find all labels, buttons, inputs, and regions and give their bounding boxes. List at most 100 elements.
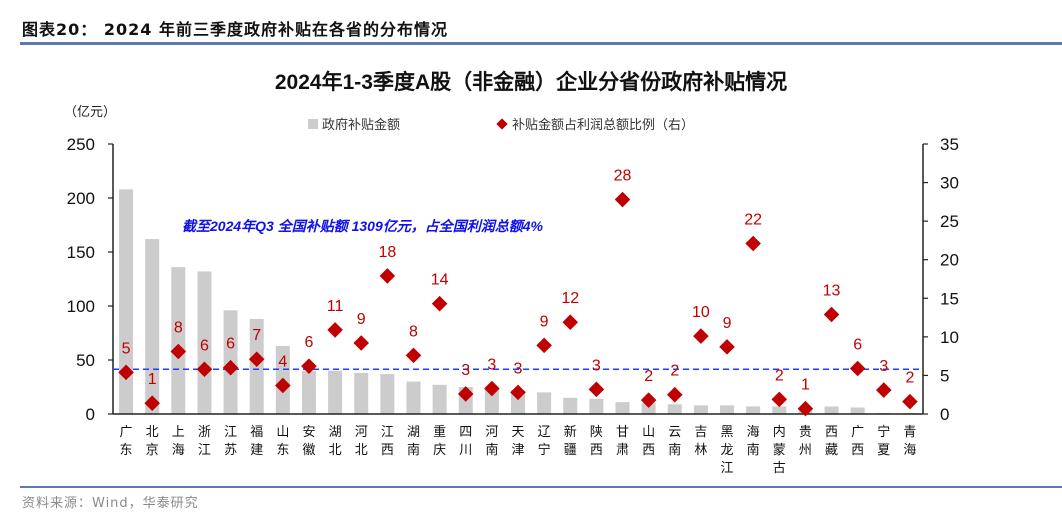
bar: [406, 381, 421, 414]
x-axis-category-label: 云南: [668, 425, 682, 458]
ratio-marker-icon: [248, 351, 265, 368]
x-axis-category-label: 海南: [746, 425, 760, 458]
right-axis-tick-label: 15: [940, 289, 959, 308]
x-axis-category-label: 上海: [171, 425, 185, 458]
bar: [772, 406, 787, 414]
x-axis-category-label: 宁夏: [877, 425, 891, 458]
x-axis-category-label: 福建: [250, 425, 264, 458]
legend-item-diamond: 补贴金额占利润总额比例（右）: [496, 114, 694, 133]
x-axis-category-label: 陕西: [589, 425, 603, 458]
ratio-marker-icon: [405, 347, 422, 364]
x-axis-category-label: 河北: [354, 425, 368, 458]
ratio-marker-icon: [614, 191, 631, 208]
chart-title: 2024年1-3季度A股（非金融）企业分省份政府补贴情况: [274, 71, 788, 94]
ratio-data-label: 7: [252, 327, 261, 344]
bar: [171, 267, 186, 414]
left-axis-tick-label: 150: [67, 243, 95, 262]
bar: [537, 392, 552, 414]
bar: [197, 271, 212, 414]
left-axis-tick-label: 200: [67, 189, 95, 208]
ratio-data-label: 2: [644, 368, 653, 385]
ratio-data-label: 11: [327, 298, 344, 315]
left-axis-tick-label: 250: [67, 135, 95, 154]
ratio-data-label: 12: [561, 290, 579, 307]
bar: [301, 370, 316, 414]
x-axis-category-label: 山东: [276, 425, 290, 458]
right-axis-tick-label: 30: [940, 174, 959, 193]
ratio-data-label: 9: [723, 315, 732, 332]
bar: [563, 397, 578, 414]
ratio-data-label: 3: [514, 360, 523, 377]
ratio-marker-icon: [144, 395, 160, 411]
bar: [720, 405, 735, 414]
left-axis-tick-label: 0: [86, 405, 95, 424]
legend-diamond-label: 补贴金额占利润总额比例（右）: [512, 118, 695, 133]
bar: [641, 403, 656, 414]
ratio-marker-icon: [823, 306, 840, 323]
right-axis-tick-label: 0: [940, 405, 949, 424]
ratio-marker-icon: [719, 339, 735, 355]
ratio-data-label: 9: [540, 313, 549, 330]
ratio-marker-icon: [745, 235, 761, 252]
ratio-data-label: 6: [226, 336, 235, 353]
bar: [328, 370, 343, 414]
ratio-data-label: 13: [823, 282, 841, 299]
x-axis-category-label: 贵州: [798, 425, 812, 458]
x-axis-category-label: 新疆: [563, 425, 577, 458]
ratio-data-label: 2: [905, 370, 914, 387]
ratio-data-label: 6: [305, 334, 314, 351]
x-axis-labels: 广东北京上海浙江江苏福建山东安徽湖北河北江西湖南重庆四川河南天津辽宁新疆陕西甘肃…: [0, 424, 1062, 484]
ratio-data-label: 3: [592, 357, 601, 374]
ratio-marker-icon: [431, 295, 448, 312]
ratio-marker-icon: [353, 335, 370, 351]
ratio-marker-icon: [876, 382, 892, 398]
x-axis-category-label: 天津: [511, 425, 525, 458]
ratio-data-label: 10: [692, 304, 710, 321]
ratio-data-label: 8: [409, 323, 418, 340]
x-axis-category-label: 四川: [459, 425, 473, 458]
legend-bar-swatch-icon: [308, 118, 318, 129]
bar: [667, 404, 682, 414]
bar: [354, 372, 369, 414]
left-axis-tick-label: 100: [67, 297, 95, 316]
y-axis-unit: （亿元）: [64, 105, 117, 120]
ratio-data-label: 6: [200, 337, 209, 354]
bar: [145, 239, 160, 414]
ratio-data-label: 14: [431, 272, 449, 289]
ratio-data-label: 22: [744, 212, 762, 229]
ratio-marker-icon: [222, 359, 239, 376]
bar: [589, 398, 604, 414]
legend-item-bar: 政府补贴金额: [308, 114, 400, 133]
ratio-marker-icon: [196, 361, 213, 378]
ratio-marker-icon: [771, 391, 788, 408]
ratio-marker-icon: [170, 343, 187, 360]
ratio-data-label: 3: [487, 357, 496, 374]
ratio-data-label: 2: [670, 363, 679, 380]
right-axis-tick-label: 25: [940, 212, 959, 231]
ratio-marker-icon: [849, 360, 866, 377]
ratio-marker-icon: [562, 314, 579, 330]
bar: [746, 406, 761, 414]
bar: [824, 406, 839, 414]
bar: [484, 389, 499, 414]
x-axis-category-label: 内蒙古: [772, 425, 786, 476]
x-axis-category-label: 重庆: [433, 425, 447, 458]
x-axis-category-label: 江西: [380, 425, 394, 458]
bar: [119, 189, 134, 414]
ratio-data-label: 2: [775, 367, 784, 384]
right-axis-tick-label: 5: [940, 366, 949, 385]
ratio-marker-icon: [379, 268, 396, 284]
x-axis-category-label: 湖北: [328, 425, 342, 458]
ratio-marker-icon: [666, 386, 683, 403]
bar: [693, 405, 708, 414]
x-axis-category-label: 广东: [119, 425, 133, 458]
x-axis-category-label: 江苏: [224, 425, 238, 458]
ratio-data-label: 28: [614, 168, 632, 185]
x-axis-category-label: 安徽: [302, 425, 316, 458]
source-note: 资料来源：Wind，华泰研究: [22, 496, 199, 511]
x-axis-category-label: 西藏: [825, 425, 839, 458]
x-axis-category-label: 黑龙江: [720, 425, 734, 476]
x-axis-category-label: 甘肃: [616, 425, 630, 458]
ratio-marker-icon: [693, 328, 709, 344]
